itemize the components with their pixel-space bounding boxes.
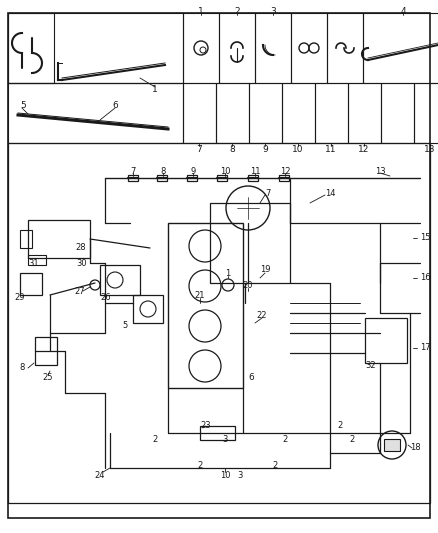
Text: 4: 4 [400, 6, 406, 15]
Bar [363, 13, 438, 83]
Text: 12: 12 [280, 166, 290, 175]
Text: 8: 8 [20, 364, 25, 373]
Text: 27: 27 [75, 287, 85, 295]
Bar [291, 13, 327, 83]
Text: 12: 12 [358, 144, 370, 154]
Text: 6: 6 [112, 101, 118, 110]
Text: 6: 6 [248, 374, 254, 383]
Bar [187, 175, 197, 181]
Text: 2: 2 [337, 421, 343, 430]
Text: 18: 18 [410, 443, 420, 453]
Text: 25: 25 [43, 374, 53, 383]
Text: 1: 1 [226, 269, 231, 278]
Text: 31: 31 [28, 259, 39, 268]
Text: 28: 28 [75, 243, 85, 252]
Text: 9: 9 [262, 144, 268, 154]
Text: 2: 2 [234, 6, 240, 15]
Text: 15: 15 [420, 233, 431, 243]
Text: 2: 2 [350, 435, 355, 445]
Bar [183, 83, 216, 143]
Text: 8: 8 [229, 144, 235, 154]
Bar [219, 13, 255, 83]
Text: 3: 3 [270, 6, 276, 15]
Bar [183, 13, 219, 83]
Bar [327, 13, 363, 83]
Bar [8, 13, 54, 83]
Bar [279, 175, 289, 181]
Text: 20: 20 [243, 280, 253, 289]
Bar [8, 83, 183, 143]
Text: 2: 2 [152, 435, 158, 445]
Bar [381, 83, 414, 143]
Bar [100, 265, 140, 295]
Text: 1: 1 [198, 6, 204, 15]
Text: 1: 1 [152, 85, 158, 94]
Text: 9: 9 [191, 166, 196, 175]
Text: 10: 10 [220, 471, 230, 480]
Text: 17: 17 [420, 343, 431, 352]
Bar [216, 83, 249, 143]
Text: 14: 14 [325, 189, 335, 198]
Text: 13: 13 [374, 166, 385, 175]
Bar [348, 83, 381, 143]
Text: 7: 7 [196, 144, 202, 154]
Text: 19: 19 [260, 265, 270, 274]
Bar [20, 230, 32, 248]
Bar [20, 273, 42, 295]
Text: 30: 30 [77, 259, 87, 268]
Text: 2: 2 [198, 461, 203, 470]
Text: 5: 5 [123, 321, 128, 330]
Text: 7: 7 [131, 166, 136, 175]
Text: 11: 11 [325, 144, 337, 154]
Text: 8: 8 [160, 166, 166, 175]
Text: 3: 3 [237, 471, 243, 480]
Text: 16: 16 [420, 273, 431, 282]
Bar [133, 295, 163, 323]
Bar [210, 203, 290, 283]
Text: 7: 7 [265, 189, 271, 198]
Text: 10: 10 [292, 144, 304, 154]
Text: 2: 2 [272, 461, 278, 470]
Bar [28, 255, 46, 265]
Text: 5: 5 [20, 101, 26, 110]
Text: 22: 22 [257, 311, 267, 319]
Bar [200, 426, 235, 440]
Bar [255, 13, 291, 83]
Bar [365, 318, 407, 363]
Bar [248, 175, 258, 181]
Bar [157, 175, 167, 181]
Text: 3: 3 [223, 435, 228, 445]
Bar [28, 220, 90, 258]
Bar [35, 337, 57, 365]
Bar [168, 223, 243, 388]
Bar [282, 83, 315, 143]
Bar [384, 439, 400, 451]
Text: 10: 10 [220, 166, 230, 175]
Text: 21: 21 [195, 290, 205, 300]
Text: 26: 26 [100, 294, 111, 303]
Text: 11: 11 [250, 166, 260, 175]
Bar [414, 83, 438, 143]
Text: 29: 29 [14, 294, 25, 303]
Bar [249, 83, 282, 143]
Bar [128, 175, 138, 181]
Text: 2: 2 [283, 435, 288, 445]
Text: 32: 32 [365, 361, 376, 370]
Bar [8, 13, 183, 83]
Text: 13: 13 [424, 144, 436, 154]
Bar [217, 175, 227, 181]
Bar [315, 83, 348, 143]
Text: 24: 24 [95, 471, 105, 480]
Bar [8, 143, 430, 503]
Text: 23: 23 [200, 421, 211, 430]
